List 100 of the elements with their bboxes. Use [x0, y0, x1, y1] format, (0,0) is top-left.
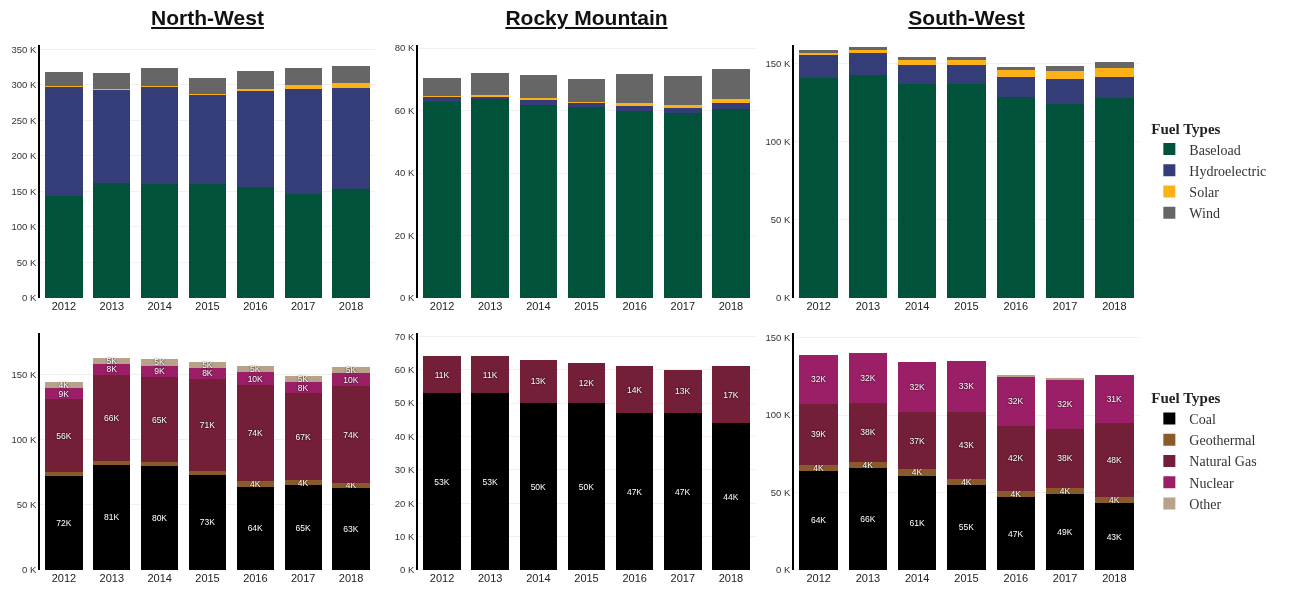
x-tick-label: 2015 [195, 300, 220, 312]
chart-title: Rocky Mountain [504, 6, 669, 30]
data-label: 5K [202, 359, 213, 370]
data-label: 47K [1008, 528, 1024, 539]
legend-label: Baseload [1189, 142, 1241, 158]
data-label: 47K [675, 486, 691, 497]
data-label: 11K [482, 369, 498, 380]
data-label: 13K [530, 376, 547, 387]
y-tick-label: 150 K [765, 58, 792, 70]
data-label: 42K [1008, 453, 1024, 464]
data-label: 4K [1109, 495, 1120, 506]
data-label: 72K [56, 518, 72, 529]
legend-label: Hydroelectric [1189, 163, 1267, 179]
x-tick-label: 2014 [904, 572, 930, 584]
y-tick-label: 70 K [394, 330, 416, 342]
data-label: 14K [626, 384, 643, 395]
y-tick-label: 50 K [16, 256, 38, 268]
x-tick-label: 2018 [1102, 572, 1127, 584]
data-label: 17K [723, 389, 739, 400]
x-tick-label: 2013 [477, 572, 503, 584]
data-label: 74K [247, 428, 264, 439]
legend-label: Nuclear [1189, 475, 1234, 491]
data-label: 66K [104, 412, 120, 423]
data-label: 32K [810, 374, 827, 385]
y-tick-label: 50 K [394, 397, 416, 409]
x-tick-label: 2017 [290, 572, 316, 584]
x-tick-label: 2013 [99, 572, 125, 584]
legend-title: Fuel Types [1151, 120, 1221, 137]
x-tick-label: 2014 [526, 300, 551, 312]
x-tick-label: 2017 [670, 300, 696, 312]
x-tick-label: 2018 [718, 300, 744, 312]
data-label: 65K [151, 414, 168, 425]
data-label: 4K [58, 380, 70, 391]
x-tick-label: 2016 [1003, 300, 1029, 312]
y-tick-label: 0 K [776, 292, 792, 304]
data-label: 43K [1106, 531, 1123, 542]
y-tick-label: 150 K [11, 368, 38, 380]
x-tick-label: 2014 [526, 572, 551, 584]
x-tick-label: 2012 [806, 300, 831, 312]
data-label: 9K [58, 388, 70, 399]
y-tick-label: 80 K [394, 42, 416, 54]
data-label: 49K [1057, 527, 1073, 538]
chart-title: South-West [907, 6, 1026, 30]
legend-label: Other [1189, 496, 1222, 512]
y-tick-label: 50 K [770, 214, 792, 226]
data-label: 4K [1010, 489, 1022, 500]
data-label: 53K [482, 476, 498, 487]
data-label: 39K [810, 429, 827, 440]
data-label: 4K [249, 479, 261, 490]
x-tick-label: 2012 [806, 572, 831, 584]
x-tick-label: 2016 [243, 572, 268, 584]
x-tick-label: 2017 [1052, 300, 1078, 312]
data-label: 4K [813, 462, 824, 473]
data-label: 4K [911, 467, 923, 478]
y-tick-label: 100 K [11, 434, 38, 446]
x-tick-label: 2015 [574, 572, 599, 584]
data-label: 8K [202, 368, 213, 379]
data-label: 64K [810, 515, 827, 526]
y-tick-label: 50 K [16, 499, 38, 511]
y-tick-label: 300 K [11, 79, 38, 91]
data-label: 38K [860, 427, 876, 438]
data-label: 12K [578, 378, 595, 389]
y-tick-label: 60 K [394, 364, 416, 376]
x-tick-label: 2016 [1003, 572, 1029, 584]
data-label: 31K [1106, 393, 1123, 404]
data-label: 5K [297, 374, 309, 385]
y-tick-label: 100 K [11, 221, 38, 233]
x-tick-label: 2014 [147, 300, 172, 312]
x-tick-label: 2017 [670, 572, 696, 584]
data-label: 65K [295, 522, 311, 533]
data-label: 32K [1008, 396, 1024, 407]
x-tick-label: 2018 [718, 572, 744, 584]
y-tick-label: 250 K [11, 114, 38, 126]
x-tick-label: 2013 [855, 572, 881, 584]
data-label: 10K [247, 373, 264, 384]
data-label: 10K [343, 374, 359, 385]
data-label: 80K [151, 512, 168, 523]
y-tick-label: 0 K [776, 564, 792, 576]
data-label: 50K [578, 481, 595, 492]
y-tick-label: 50 K [770, 486, 792, 498]
data-label: 63K [343, 523, 359, 534]
data-label: 81K [104, 512, 120, 523]
data-label: 44K [723, 491, 739, 502]
x-tick-label: 2016 [622, 300, 647, 312]
data-label: 13K [675, 386, 691, 397]
x-tick-label: 2015 [954, 300, 979, 312]
data-label: 5K [345, 365, 357, 376]
legend-label: Coal [1189, 412, 1216, 428]
data-label: 4K [1059, 486, 1071, 496]
x-tick-label: 2015 [954, 572, 979, 584]
x-tick-label: 2012 [429, 300, 455, 312]
data-label: 71K [199, 419, 216, 430]
y-tick-label: 40 K [394, 430, 416, 442]
x-tick-label: 2013 [477, 300, 503, 312]
data-label: 73K [199, 517, 216, 528]
data-label: 64K [247, 523, 264, 534]
data-label: 32K [909, 382, 925, 393]
y-tick-label: 0 K [22, 564, 38, 576]
x-tick-label: 2012 [51, 572, 77, 584]
data-label: 55K [958, 522, 975, 533]
